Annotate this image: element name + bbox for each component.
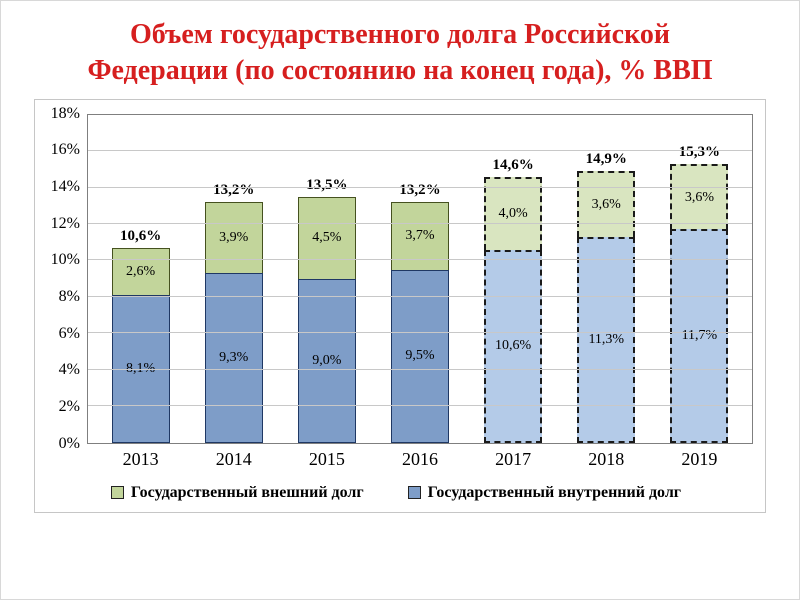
x-tick-label-2018: 2018: [588, 448, 625, 469]
x-tick-label-2017: 2017: [495, 448, 532, 469]
legend-item-external-debt: Государственный внешний долг: [110, 483, 364, 502]
bar-segment-external-2015: 4,5%: [297, 196, 356, 279]
bar-segment-internal-2015: 9,0%: [297, 278, 356, 443]
y-tick-label: 2%: [58, 398, 80, 415]
bar-segment-external-2013: 2,6%: [111, 247, 170, 296]
legend-swatch-external-icon: [110, 486, 124, 500]
y-tick-label: 12%: [50, 214, 80, 232]
x-tick-label-2013: 2013: [122, 448, 159, 469]
bar-segment-external-2018: 3,6%: [577, 171, 636, 237]
x-tick-label-2016: 2016: [401, 448, 438, 469]
total-label-2016: 13,2%: [399, 182, 441, 199]
total-label-2018: 14,9%: [585, 151, 627, 168]
total-label-2015: 13,5%: [306, 176, 348, 193]
gridline: [88, 295, 752, 297]
bar-segment-external-2014: 3,9%: [204, 202, 263, 274]
y-axis: 0% 2% 4% 6% 8% 10% 12% 14% 16% 18%: [39, 105, 87, 452]
gridline: [88, 223, 752, 224]
bar-group-2018: 14,9% 3,6% 11,3%: [577, 115, 636, 443]
chart-body: 0% 2% 4% 6% 8% 10% 12% 14% 16% 18% 10,6% 2,6% 8,1% 1…: [39, 105, 753, 452]
total-label-2013: 10,6%: [119, 227, 162, 244]
x-axis-row: 2013 2014 2015 2016 2017 2018 2019: [39, 449, 753, 470]
y-tick-label: 18%: [50, 104, 80, 122]
y-tick-label: 6%: [58, 324, 80, 342]
gridline: [88, 186, 752, 188]
bar-segment-internal-2017: 10,6%: [484, 249, 543, 443]
bar-segment-internal-2018: 11,3%: [577, 236, 636, 443]
legend-item-internal-debt: Государственный внутренний долг: [407, 483, 682, 502]
legend-label-external: Государственный внешний долг: [130, 483, 364, 501]
gridline: [88, 332, 752, 334]
bar-segment-internal-2016: 9,5%: [390, 269, 449, 443]
bar-group-2015: 13,5% 4,5% 9,0%: [297, 115, 356, 443]
y-tick-label: 10%: [50, 251, 80, 269]
bar-segment-external-2016: 3,7%: [390, 202, 449, 270]
bar-group-2016: 13,2% 3,7% 9,5%: [390, 115, 449, 443]
y-tick-label: 8%: [58, 288, 80, 305]
legend: Государственный внешний долг Государстве…: [39, 484, 753, 502]
chart-title: Объем государственного долга Российской …: [87, 19, 713, 86]
bar-group-2019: 15,3% 3,6% 11,7%: [670, 115, 729, 443]
x-tick-label-2015: 2015: [308, 448, 345, 469]
y-tick-label: 14%: [50, 178, 80, 195]
total-label-2014: 13,2%: [213, 182, 255, 199]
y-tick-label: 0%: [58, 434, 80, 452]
legend-label-internal: Государственный внутренний долг: [427, 483, 682, 501]
bar-group-2013: 10,6% 2,6% 8,1%: [111, 115, 170, 443]
x-axis: 2013 2014 2015 2016 2017 2018 2019: [87, 449, 753, 470]
bars: 10,6% 2,6% 8,1% 13,2% 3,9% 9,3% 13,5% 4,5% 9,0% 1…: [88, 115, 752, 443]
total-label-2019: 15,3%: [678, 143, 721, 160]
bar-group-2017: 14,6% 4,0% 10,6%: [484, 115, 543, 443]
x-tick-label-2019: 2019: [681, 448, 718, 469]
bar-segment-internal-2014: 9,3%: [204, 273, 263, 443]
total-label-2017: 14,6%: [492, 156, 534, 173]
gridline: [88, 259, 752, 261]
bar-segment-internal-2019: 11,7%: [670, 229, 729, 443]
bar-segment-external-2019: 3,6%: [670, 163, 729, 230]
gridline: [88, 368, 752, 370]
x-tick-label-2014: 2014: [215, 448, 252, 469]
chart-frame: 0% 2% 4% 6% 8% 10% 12% 14% 16% 18% 10,6% 2,6% 8,1% 1…: [34, 98, 766, 513]
bar-segment-external-2017: 4,0%: [484, 176, 543, 250]
plot-area: 10,6% 2,6% 8,1% 13,2% 3,9% 9,3% 13,5% 4,5% 9,0% 1…: [87, 113, 753, 444]
gridline: [88, 150, 752, 152]
bar-group-2014: 13,2% 3,9% 9,3%: [204, 115, 263, 443]
y-tick-label: 16%: [50, 141, 80, 159]
gridline: [88, 405, 752, 407]
legend-swatch-internal-icon: [407, 486, 421, 500]
y-tick-label: 4%: [58, 361, 80, 379]
